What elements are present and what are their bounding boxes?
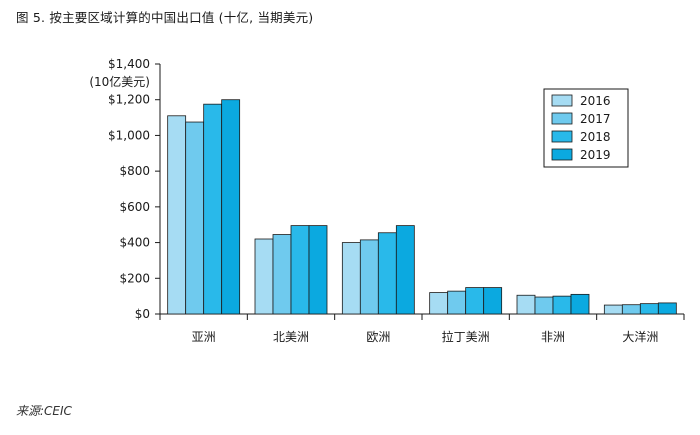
- bar: [185, 121, 205, 315]
- bar: [570, 293, 590, 315]
- x-tick-label: 欧洲: [366, 330, 390, 344]
- legend-swatch: [551, 130, 573, 143]
- bar: [534, 296, 554, 315]
- bar: [603, 304, 623, 315]
- bar: [429, 292, 449, 315]
- x-tick-label: 北美洲: [273, 330, 309, 344]
- bar: [447, 290, 467, 315]
- x-tick-label: 大洋洲: [622, 329, 658, 344]
- bar: [552, 295, 572, 315]
- x-tick-label: 非洲: [541, 330, 565, 344]
- bar: [308, 225, 328, 315]
- y-axis-label: (10亿美元): [89, 74, 150, 89]
- legend-label: 2018: [580, 130, 611, 144]
- bar: [341, 242, 361, 315]
- legend-swatch: [551, 148, 573, 161]
- bar: [377, 232, 397, 315]
- bar: [221, 99, 241, 315]
- y-tick-label: $200: [119, 271, 150, 285]
- y-tick-label: $600: [119, 200, 150, 214]
- legend: 2016 2017 2018 2019: [543, 88, 629, 168]
- y-tick-label: $1,000: [108, 128, 150, 142]
- legend-label: 2019: [580, 148, 611, 162]
- legend-label: 2016: [580, 94, 611, 108]
- bar: [621, 304, 641, 315]
- y-tick-label: $1,400: [108, 57, 150, 71]
- figure-title: 图 5. 按主要区域计算的中国出口值 (十亿, 当期美元): [16, 10, 314, 25]
- x-tick-label: 拉丁美洲: [442, 329, 490, 344]
- x-tick-label: 亚洲: [192, 330, 216, 344]
- bar: [290, 225, 310, 315]
- bar: [359, 239, 379, 315]
- x-axis: 亚洲 北美洲 欧洲 拉丁美洲 非洲 大洋洲: [159, 313, 685, 344]
- y-tick-label: $1,200: [108, 93, 150, 107]
- y-axis: $0 $200 $400 $600 $800 $1,000 $1,200 $1,400 (10亿…: [89, 57, 161, 321]
- legend-swatch: [551, 112, 573, 125]
- source-note: 来源:CEIC: [16, 404, 72, 418]
- bar: [272, 234, 292, 315]
- y-tick-label: $800: [119, 164, 150, 178]
- bar: [203, 103, 223, 315]
- bar: [657, 302, 677, 315]
- bar: [395, 225, 415, 315]
- bars: [167, 99, 677, 315]
- bar: [639, 303, 659, 315]
- bar: [483, 287, 503, 315]
- bar: [254, 238, 274, 315]
- bar: [465, 287, 485, 315]
- y-tick-label: $400: [119, 236, 150, 250]
- bar: [516, 294, 536, 315]
- bar: [167, 115, 187, 315]
- legend-label: 2017: [580, 112, 611, 126]
- legend-swatch: [551, 94, 573, 107]
- y-tick-label: $0: [135, 307, 150, 321]
